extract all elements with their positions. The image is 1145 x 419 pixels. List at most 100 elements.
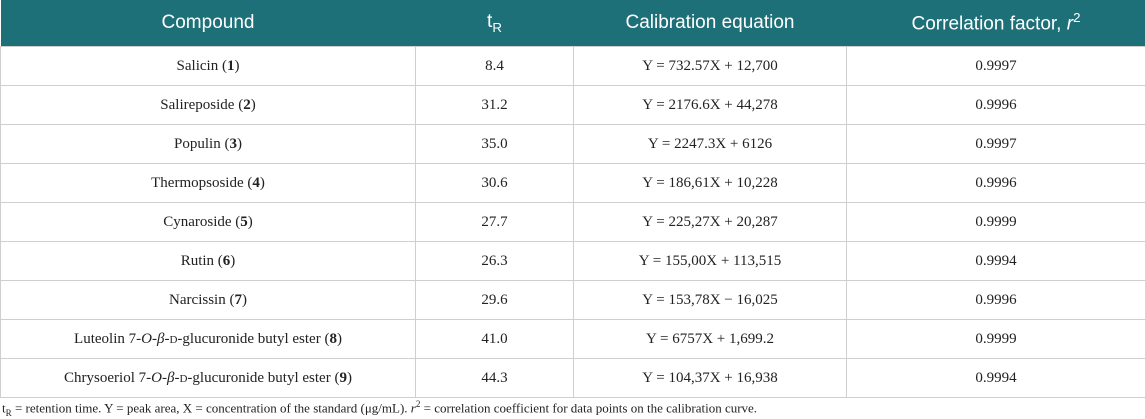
text-run: Y = 2176.6X + 44,278 [642, 96, 778, 113]
text-run: Y = 732.57X + 12,700 [642, 57, 778, 74]
text-run: Salicin ( [176, 57, 227, 74]
table-row: Rutin (6) 26.3 Y = 155,00X + 113,515 0.9994 [0, 241, 1145, 281]
text-run: 3 [229, 135, 237, 152]
table-row: Cynaroside (5) 27.7 Y = 225,27X + 20,287 0.… [0, 202, 1145, 242]
table-cell: Cynaroside (5) [0, 202, 416, 242]
text-run: O [151, 369, 162, 386]
text-run: 1 [226, 57, 235, 74]
table-cell: Salicin (1) [0, 46, 416, 86]
text-run: R [492, 19, 502, 35]
text-run: t [487, 11, 493, 33]
text-run: r [410, 400, 416, 416]
data-table: Compound tR Calibration equation Correlatio… [0, 0, 1145, 398]
text-run: 5 [240, 213, 248, 230]
table-cell: Luteolin 7-O-β-D-glucuronide butyl ester… [0, 319, 416, 359]
table-row: Chrysoeriol 7-O-β-D-glucuronide butyl es… [0, 358, 1145, 398]
text-run: Y = 104,37X + 16,938 [642, 369, 778, 386]
table-cell: Populin (3) [0, 124, 416, 164]
text-run: ) [346, 369, 352, 386]
table-cell: Y = 732.57X + 12,700 [573, 46, 847, 86]
table-cell: 0.9999 [846, 202, 1145, 242]
table-cell: 0.9994 [846, 241, 1145, 281]
header-cell: Compound [0, 0, 416, 47]
text-run: 35.0 [481, 135, 508, 152]
text-run: Cynaroside ( [163, 213, 241, 230]
text-run: Correlation factor, [911, 13, 1067, 35]
text-run: 2 [415, 399, 421, 409]
text-run: ) [259, 174, 265, 191]
table-cell: 0.9999 [846, 319, 1145, 359]
table-row: Narcissin (7) 29.6 Y = 153,78X − 16,025 0.9… [0, 280, 1145, 320]
text-run: 0.9997 [975, 135, 1017, 152]
table-cell: 8.4 [415, 46, 574, 86]
text-run: ) [241, 291, 247, 308]
text-run: 7 [234, 291, 242, 308]
text-run: - [164, 330, 170, 347]
table-cell: Y = 155,00X + 113,515 [573, 241, 847, 281]
text-run: 8 [329, 330, 337, 347]
table-cell: Y = 104,37X + 16,938 [573, 358, 847, 398]
text-run: Y = 2247.3X + 6126 [647, 135, 773, 152]
text-run: - [151, 330, 157, 347]
text-run: r [1066, 13, 1074, 35]
table-cell: Y = 6757X + 1,699.2 [573, 319, 847, 359]
text-run: 6 [222, 252, 231, 269]
text-run: R [5, 407, 12, 418]
text-run: ) [336, 330, 342, 347]
text-run: Thermopsoside ( [151, 174, 253, 191]
table-row: Luteolin 7-O-β-D-glucuronide butyl ester… [0, 319, 1145, 359]
text-run: ) [250, 96, 256, 113]
table-cell: Salireposide (2) [0, 85, 416, 125]
text-run: ) [236, 135, 242, 152]
text-run: Narcissin ( [169, 291, 235, 308]
table-cell: 31.2 [415, 85, 574, 125]
table-row: Salireposide (2) 31.2 Y = 2176.6X + 44,278… [0, 85, 1145, 125]
table-body: Salicin (1) 8.4 Y = 732.57X + 12,700 0.9997… [0, 46, 1145, 398]
text-run: 27.7 [481, 213, 508, 230]
text-run: D [179, 369, 188, 386]
text-run: Salireposide ( [160, 96, 244, 113]
header-cell: Calibration equation [573, 0, 847, 47]
table-cell: Y = 225,27X + 20,287 [573, 202, 847, 242]
header-row: Compound tR Calibration equation Correlatio… [0, 0, 1145, 47]
text-run: Y = 155,00X + 113,515 [638, 252, 782, 269]
text-run: Rutin ( [180, 252, 223, 269]
table-cell: 0.9996 [846, 280, 1145, 320]
table-cell: Y = 186,61X + 10,228 [573, 163, 847, 203]
text-run: 2 [1073, 10, 1081, 26]
text-run: D [169, 330, 178, 347]
text-run: 0.9999 [975, 213, 1017, 230]
table-cell: Y = 153,78X − 16,025 [573, 280, 847, 320]
text-run: 0.9996 [975, 96, 1017, 113]
text-run: = correlation coefficient for data point… [420, 400, 758, 416]
text-run: Chrysoeriol 7- [64, 369, 152, 386]
table-cell: Rutin (6) [0, 241, 416, 281]
table-row: Salicin (1) 8.4 Y = 732.57X + 12,700 0.9997 [0, 46, 1145, 86]
text-run: ) [247, 213, 253, 230]
table-cell: Y = 2247.3X + 6126 [573, 124, 847, 164]
text-run: 26.3 [481, 252, 508, 269]
text-run: Compound [161, 12, 255, 33]
text-run: 2 [243, 96, 251, 113]
text-run: -glucuronide butyl ester ( [187, 369, 340, 386]
table-cell: 30.6 [415, 163, 574, 203]
text-run: t [2, 400, 6, 416]
text-run: 8.4 [485, 57, 504, 74]
text-run: β [156, 330, 165, 347]
header-cell: tR [415, 0, 574, 47]
header-cell: Correlation factor, r2 [846, 0, 1145, 47]
table-cell: 0.9997 [846, 46, 1145, 86]
text-run: β [166, 369, 175, 386]
text-run: 4 [252, 174, 260, 191]
text-run: 41.0 [481, 330, 508, 347]
table-cell: 0.9994 [846, 358, 1145, 398]
table-cell: 41.0 [415, 319, 574, 359]
text-run: ) [230, 252, 236, 269]
text-run: 0.9996 [975, 291, 1017, 308]
text-run: Populin ( [174, 135, 230, 152]
text-run: 44.3 [481, 369, 508, 386]
text-run: Y = 186,61X + 10,228 [642, 174, 778, 191]
table-row: Thermopsoside (4) 30.6 Y = 186,61X + 10,22… [0, 163, 1145, 203]
table-cell: 26.3 [415, 241, 574, 281]
